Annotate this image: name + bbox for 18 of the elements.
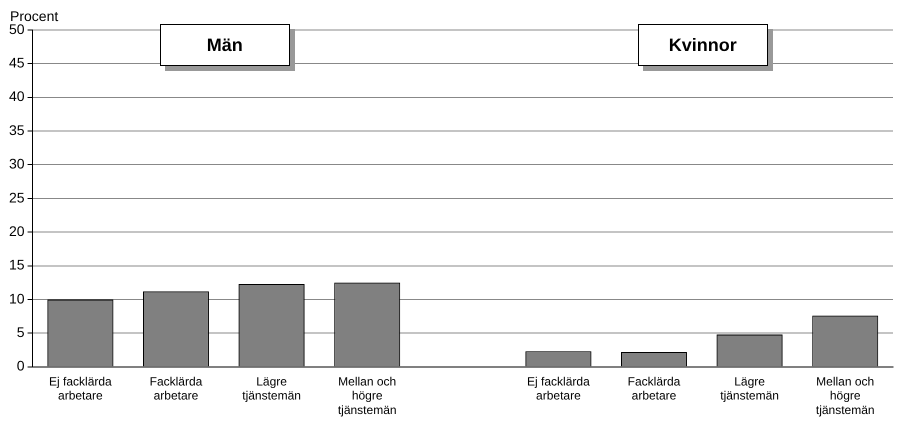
- y-tick-label: 10: [8, 290, 25, 306]
- x-tick-label: Mellan och högre tjänstemän: [338, 374, 397, 418]
- y-tick-label: 35: [8, 122, 25, 138]
- y-tick-label: 5: [16, 324, 25, 340]
- x-tick-label: Facklärda arbetare: [150, 374, 203, 403]
- y-tick-label: 0: [16, 358, 25, 374]
- x-tick-label: Facklärda arbetare: [628, 374, 681, 403]
- y-tick-label: 20: [8, 222, 25, 239]
- y-tick-label: 45: [8, 54, 25, 71]
- x-tick-label: Mellan och högre tjänstemän: [816, 374, 875, 418]
- x-tick-label: Lägre tjänstemän: [720, 374, 779, 403]
- x-tick-label: Ej facklärda arbetare: [527, 374, 590, 403]
- y-tick-label: 25: [8, 189, 25, 206]
- y-tick-label: 30: [8, 156, 25, 172]
- x-tick-label: Lägre tjänstemän: [242, 374, 301, 403]
- y-tick-label: 40: [8, 88, 25, 104]
- x-tick-label: Ej facklärda arbetare: [49, 374, 112, 403]
- y-tick-label: 15: [8, 256, 25, 273]
